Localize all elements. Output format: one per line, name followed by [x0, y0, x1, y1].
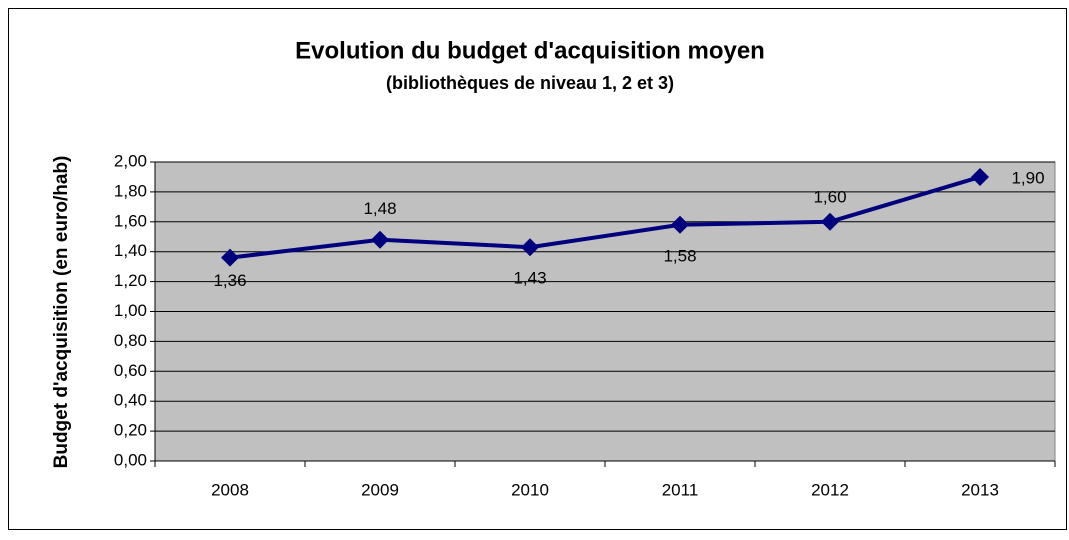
y-tick-label: 1,00	[114, 301, 147, 320]
y-tick-label: 0,00	[114, 450, 147, 469]
x-tick-label: 2010	[511, 480, 549, 499]
x-tick-label: 2013	[961, 480, 999, 499]
marker	[671, 215, 689, 234]
marker	[221, 248, 239, 267]
y-axis-label: Budget d'acquisition (en euro/hab)	[51, 156, 72, 469]
data-label: 1,43	[513, 269, 546, 288]
data-label: 1,90	[1011, 168, 1044, 187]
y-tick-label: 1,80	[114, 181, 147, 200]
x-tick-label: 2009	[361, 480, 399, 499]
y-tick-label: 0,80	[114, 331, 147, 350]
data-label: 1,58	[663, 246, 696, 265]
data-label: 1,48	[363, 199, 396, 218]
y-tick-label: 1,20	[114, 271, 147, 290]
x-tick-label: 2012	[811, 480, 849, 499]
y-tick-label: 1,60	[114, 211, 147, 230]
y-tick-label: 0,40	[114, 391, 147, 410]
marker	[971, 167, 989, 186]
y-tick-label: 2,00	[114, 151, 147, 170]
x-tick-label: 2008	[211, 480, 249, 499]
series-line	[229, 175, 981, 260]
y-tick-label: 1,40	[114, 241, 147, 260]
y-tick-label: 0,60	[114, 361, 147, 380]
marker	[371, 230, 389, 249]
y-tick-label: 0,20	[114, 421, 147, 440]
x-tick-label: 2011	[662, 480, 699, 499]
data-label: 1,36	[213, 271, 246, 290]
marker	[821, 212, 839, 231]
data-label: 1,60	[813, 187, 846, 206]
chart-title: Evolution du budget d'acquisition moyen	[295, 37, 765, 64]
marker	[521, 238, 539, 257]
chart-subtitle: (bibliothèques de niveau 1, 2 et 3)	[386, 73, 674, 93]
